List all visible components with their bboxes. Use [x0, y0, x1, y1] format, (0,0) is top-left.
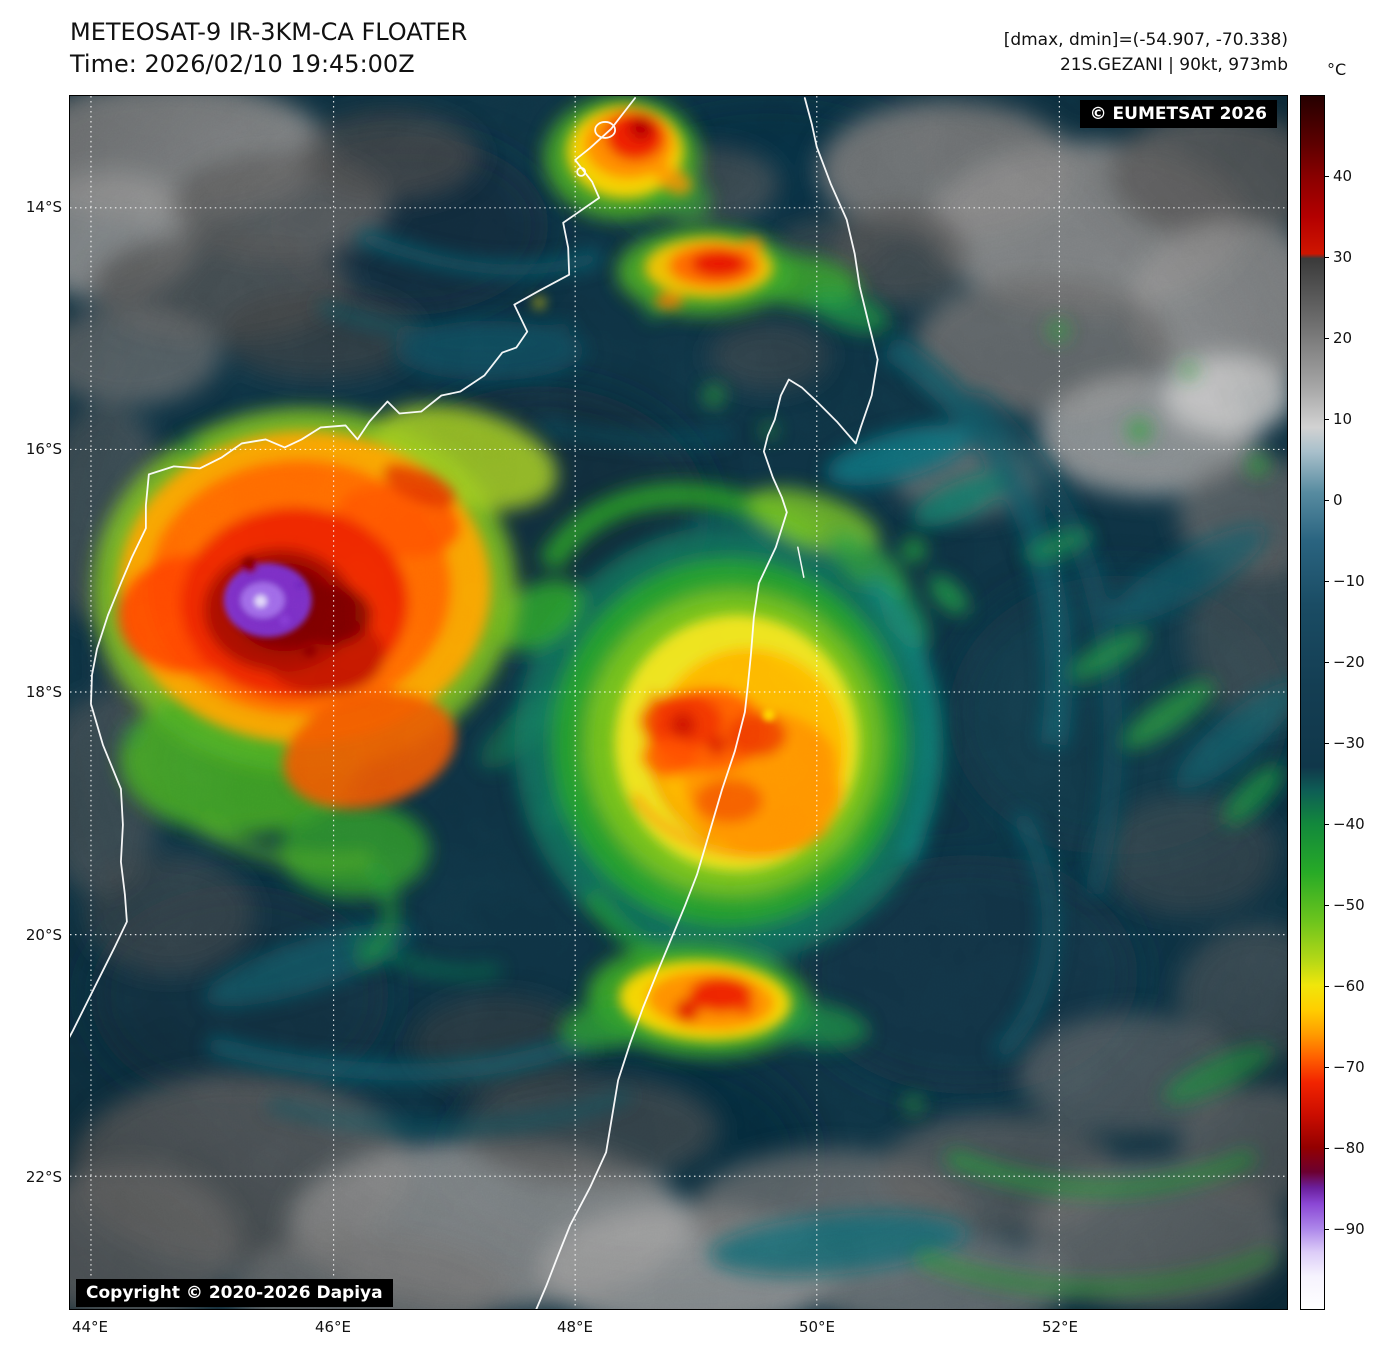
colorbar-unit-label: °C — [1327, 60, 1347, 79]
colorbar-tick-m20: −20 — [1325, 653, 1365, 671]
colorbar — [1300, 95, 1325, 1310]
lat-label-22s: 22°S — [25, 1168, 62, 1186]
timestamp-label: Time: 2026/02/10 19:45:00Z — [70, 50, 415, 78]
colorbar-tick-m40: −40 — [1325, 815, 1365, 833]
dmax-dmin-label: [dmax, dmin]=(-54.907, -70.338) — [1003, 30, 1288, 50]
colorbar-tick-m70: −70 — [1325, 1058, 1365, 1076]
lat-label-20s: 20°S — [25, 926, 62, 944]
lat-label-18s: 18°S — [25, 683, 62, 701]
colorbar-tick-10: 10 — [1324, 410, 1353, 428]
lat-label-14s: 14°S — [25, 198, 62, 216]
colorbar-tick-0: 0 — [1325, 491, 1343, 509]
colorbar-tick-m60: −60 — [1325, 977, 1365, 995]
colorbar-tick-m10: −10 — [1325, 572, 1365, 590]
colorbar-tick-m80: −80 — [1325, 1139, 1365, 1157]
grid-lines — [70, 96, 1287, 1309]
colorbar-tick-m90: −90 — [1325, 1220, 1365, 1238]
eumetsat-badge: © EUMETSAT 2026 — [1079, 100, 1277, 128]
colorbar-tick-m30: −30 — [1325, 734, 1365, 752]
colorbar-tick-20: 20 — [1324, 329, 1353, 347]
colorbar-tick-30: 30 — [1324, 248, 1353, 266]
lon-label-46e: 46°E — [314, 1318, 352, 1336]
lon-label-50e: 50°E — [798, 1318, 836, 1336]
dapiya-copyright-badge: Copyright © 2020-2026 Dapiya — [76, 1279, 393, 1307]
colorbar-tick-m50: −50 — [1325, 896, 1365, 914]
lon-label-44e: 44°E — [71, 1318, 109, 1336]
satellite-imagery — [70, 96, 1287, 1309]
lon-label-48e: 48°E — [556, 1318, 594, 1336]
colorbar-tick-40: 40 — [1324, 167, 1353, 185]
meta-block: [dmax, dmin]=(-54.907, -70.338) 21S.GEZA… — [1004, 28, 1288, 78]
lat-label-16s: 16°S — [25, 440, 62, 458]
vignette-overlay — [70, 96, 1287, 1309]
satellite-map: © EUMETSAT 2026 Copyright © 2020-2026 Da… — [69, 95, 1288, 1310]
page-title: METEOSAT-9 IR-3KM-CA FLOATER — [70, 18, 468, 46]
coastline-madagascar — [70, 97, 879, 1309]
storm-info-label: 21S.GEZANI | 90kt, 973mb — [1059, 55, 1288, 75]
lon-label-52e: 52°E — [1041, 1318, 1079, 1336]
